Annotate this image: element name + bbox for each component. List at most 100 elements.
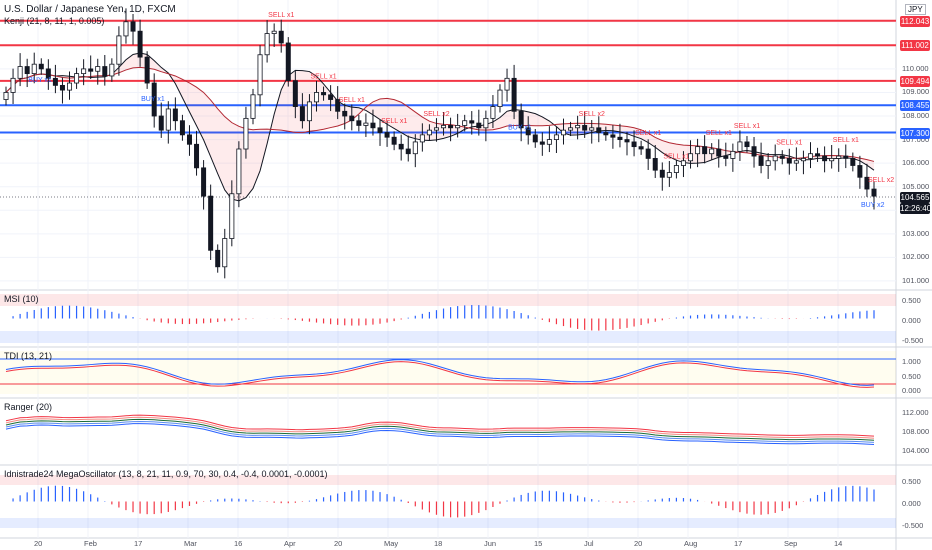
pane-axis-tick: 0.500	[902, 296, 921, 305]
time-axis-tick: May	[384, 539, 399, 548]
slow-ma-line	[5, 66, 875, 162]
candle-body	[271, 30, 277, 34]
signal-label: SELL x1	[663, 154, 689, 161]
time-axis-tick: Jul	[584, 539, 594, 548]
candle-body	[52, 77, 58, 86]
candle-body	[31, 63, 37, 75]
candle-body	[123, 21, 129, 37]
candle-body	[843, 155, 849, 159]
time-axis-tick: 17	[134, 539, 143, 548]
signal-label: SELL x1	[339, 97, 365, 104]
price-axis-tick: 105.000	[902, 181, 930, 191]
time-axis-tick: Jun	[484, 539, 497, 548]
candle-body	[539, 141, 545, 145]
candle-body	[610, 134, 616, 138]
candle-body	[335, 99, 341, 112]
candle-body	[504, 77, 510, 91]
candle-body	[356, 120, 362, 126]
price-level-tag[interactable]: 112.043	[900, 15, 930, 27]
candle-body	[321, 92, 327, 96]
time-axis-tick: 15	[534, 539, 543, 548]
price-level-tag[interactable]: 12:26:40	[900, 202, 932, 214]
candle-body	[384, 132, 390, 138]
candle-body	[864, 176, 870, 190]
candle-body	[208, 195, 214, 251]
candle-body	[582, 125, 588, 131]
candle-body	[680, 160, 686, 166]
candle-body	[744, 141, 750, 148]
candle-body	[716, 148, 722, 157]
candle-body	[24, 66, 30, 75]
candle-body	[850, 158, 856, 166]
candle-body	[659, 169, 665, 178]
time-axis-tick: 20	[34, 539, 43, 548]
candle-body	[405, 148, 411, 155]
candle-body	[560, 129, 566, 136]
candle-body	[215, 249, 221, 268]
candle-body	[695, 146, 701, 155]
candle-body	[730, 150, 736, 159]
candle-body	[349, 115, 355, 122]
candle-body	[448, 125, 454, 129]
time-axis-tick: Feb	[84, 539, 97, 548]
candle-body	[412, 141, 418, 155]
candle-body	[645, 148, 651, 159]
signal-label: BUY x2	[861, 202, 885, 209]
signal-label: SELL x1	[833, 137, 859, 144]
pane-axis-tick: 112.000	[902, 408, 929, 417]
signal-label: SELL x2	[868, 177, 894, 184]
candle-body	[264, 33, 270, 56]
msi-lower-zone	[0, 331, 896, 343]
pane-title: Idnistrade24 MegaOscillator (13, 8, 21, …	[4, 469, 328, 479]
candle-body	[617, 136, 623, 140]
price-level-tag[interactable]: 111.002	[900, 40, 930, 52]
signal-label: BUY x1	[28, 77, 52, 84]
mega-lower-zone	[0, 518, 896, 528]
candle-body	[426, 129, 432, 136]
price-level-tag[interactable]: 109.494	[900, 75, 930, 87]
candle-body	[553, 134, 559, 140]
signal-label: SELL x1	[635, 130, 661, 137]
candle-body	[497, 89, 503, 107]
candle-body	[483, 117, 489, 129]
symbol-title: U.S. Dollar / Japanese Yen, 1D, FXCM	[4, 4, 176, 15]
time-axis-tick: 14	[834, 539, 843, 548]
indicator-legend: Kenji (21, 8, 11, 1, 0.005)	[4, 16, 105, 26]
candle-body	[455, 125, 461, 129]
candle-body	[179, 120, 185, 136]
signal-label: SELL x1	[776, 139, 802, 146]
candle-body	[102, 66, 108, 77]
pane-axis-tick: 0.000	[902, 386, 921, 395]
time-axis-tick: Apr	[284, 539, 296, 548]
candle-body	[222, 238, 228, 268]
price-level-tag[interactable]: 107.300	[900, 127, 930, 139]
currency-badge[interactable]: JPY	[905, 4, 926, 15]
signal-label: SELL x1	[268, 12, 294, 19]
candle-body	[391, 136, 397, 145]
price-level-tag[interactable]: 108.455	[900, 100, 930, 112]
candle-body	[857, 165, 863, 178]
signal-label: SELL x1	[706, 130, 732, 137]
candle-body	[377, 127, 383, 133]
candle-body	[109, 63, 115, 77]
ranger-band	[5, 420, 875, 443]
candle-body	[419, 134, 425, 143]
candle-body	[306, 101, 312, 122]
candle-body	[67, 82, 73, 91]
candle-body	[652, 158, 658, 171]
candle-body	[723, 155, 729, 159]
candle-body	[186, 134, 192, 145]
candle-body	[525, 127, 531, 136]
candle-body	[292, 80, 298, 107]
candle-body	[568, 127, 574, 131]
price-level-tag[interactable]: 104.565	[900, 191, 930, 203]
price-axis-tick: 103.000	[902, 228, 930, 238]
candle-body	[433, 127, 439, 131]
price-axis-tick: 107.000	[902, 134, 930, 144]
signal-label: SELL x1	[381, 118, 407, 125]
ranger-band	[5, 418, 875, 441]
candle-body	[779, 155, 785, 159]
candle-body	[137, 30, 143, 58]
candle-body	[688, 153, 694, 162]
